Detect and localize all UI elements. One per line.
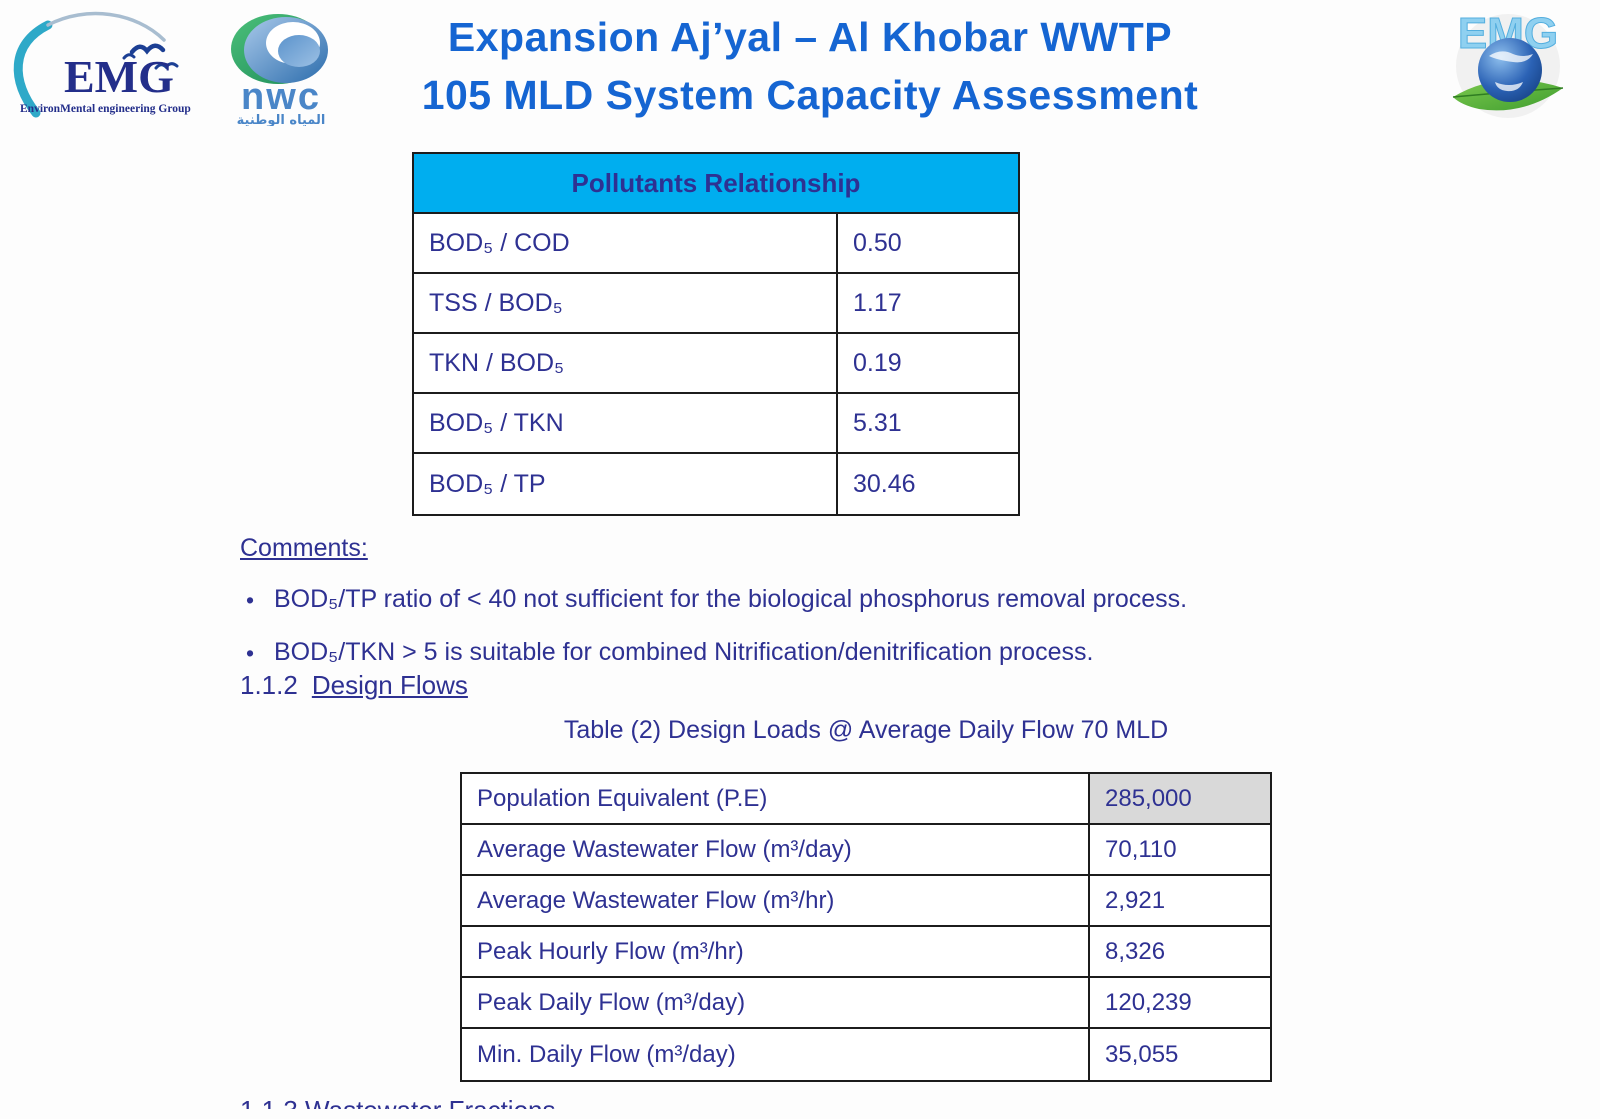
row-value: 8,326 <box>1105 937 1166 965</box>
emg-left-acronym: EMG <box>64 51 174 102</box>
table-row: BOD₅ / TKN 5.31 <box>414 394 1018 454</box>
row-label: Average Wastewater Flow (m³/hr) <box>462 876 1090 925</box>
emg-swoosh-teal-arc <box>13 20 53 118</box>
row-label: TKN / BOD₅ <box>414 334 838 392</box>
row-label: BOD₅ / TP <box>414 454 838 514</box>
row-value: 5.31 <box>853 408 902 437</box>
globe-icon <box>1478 38 1542 102</box>
row-label: Average Wastewater Flow (m³/day) <box>462 825 1090 874</box>
emg-left-tagline: EnvironMental engineering Group <box>20 103 191 115</box>
bird-icon <box>154 62 179 70</box>
row-label: BOD₅ / TKN <box>414 394 838 452</box>
emg-swoosh-gray-arc <box>46 11 166 42</box>
page-title: Expansion Aj’yal – Al Khobar WWTP 105 ML… <box>350 8 1270 124</box>
page-title-line2: 105 MLD System Capacity Assessment <box>421 72 1199 118</box>
table-row: TSS / BOD₅ 1.17 <box>414 274 1018 334</box>
bird-icon <box>129 43 166 55</box>
nwc-logo: nwc المياه الوطنية <box>231 14 328 126</box>
table-row: BOD₅ / COD 0.50 <box>414 214 1018 274</box>
globe-clouds <box>1489 51 1533 92</box>
bird-icon <box>122 53 136 60</box>
table-row: Min. Daily Flow (m³/day) 35,055 <box>462 1029 1270 1080</box>
nwc-ellipse-inner-blue <box>278 35 320 67</box>
table-row: Population Equivalent (P.E) 285,000 <box>462 774 1270 825</box>
row-value: 0.19 <box>853 348 902 377</box>
nwc-arabic-name: المياه الوطنية <box>237 113 326 126</box>
comments-section: Comments: • BOD₅/TP ratio of < 40 not su… <box>240 534 1440 669</box>
table-row: Peak Hourly Flow (m³/hr) 8,326 <box>462 927 1270 978</box>
row-value: 0.50 <box>853 228 902 257</box>
bullet-icon: • <box>246 587 255 613</box>
row-value: 1.17 <box>853 288 902 317</box>
comment-text: BOD₅/TKN > 5 is suitable for combined Ni… <box>274 638 1094 666</box>
table-row: Average Wastewater Flow (m³/hr) 2,921 <box>462 876 1270 927</box>
clipped-next-section-heading: 1.1.3 Wastewater Fractions <box>240 1095 940 1109</box>
emg-left-logo: EMG EnvironMental engineering Group <box>13 11 191 118</box>
row-value: 2,921 <box>1105 886 1166 914</box>
design-loads-table: Population Equivalent (P.E) 285,000 Aver… <box>460 772 1272 1082</box>
row-label: Peak Daily Flow (m³/day) <box>462 978 1090 1027</box>
section-heading: 1.1.2 Design Flows <box>240 670 468 701</box>
page-title-line1: Expansion Aj’yal – Al Khobar WWTP <box>447 14 1173 60</box>
table-row: Peak Daily Flow (m³/day) 120,239 <box>462 978 1270 1029</box>
section-title: Design Flows <box>311 670 468 700</box>
comment-text: BOD₅/TP ratio of < 40 not sufficient for… <box>274 585 1188 613</box>
emg-right-acronym: EMG <box>1458 9 1558 58</box>
pollutants-table-header: Pollutants Relationship <box>414 154 1018 214</box>
comments-heading: Comments: <box>240 534 368 562</box>
row-label: Peak Hourly Flow (m³/hr) <box>462 927 1090 976</box>
row-label: BOD₅ / COD <box>414 214 838 272</box>
comment-bullet-item: • BOD₅/TP ratio of < 40 not sufficient f… <box>240 584 1440 616</box>
section-number: 1.1.2 <box>240 670 298 700</box>
row-label: Min. Daily Flow (m³/day) <box>462 1029 1090 1080</box>
table-row: TKN / BOD₅ 0.19 <box>414 334 1018 394</box>
row-value: 35,055 <box>1105 1040 1179 1068</box>
row-value: 285,000 <box>1090 774 1270 823</box>
pollutants-table: Pollutants Relationship BOD₅ / COD 0.50 … <box>412 152 1020 516</box>
table-row: BOD₅ / TP 30.46 <box>414 454 1018 514</box>
table2-caption: Table (2) Design Loads @ Average Daily F… <box>563 716 1169 744</box>
row-value: 120,239 <box>1105 988 1192 1016</box>
comment-bullet-item: • BOD₅/TKN > 5 is suitable for combined … <box>240 637 1440 669</box>
nwc-acronym: nwc <box>241 76 321 118</box>
row-label: TSS / BOD₅ <box>414 274 838 332</box>
row-value: 30.46 <box>853 469 916 498</box>
emg-right-logo: EMG <box>1452 9 1564 118</box>
table-row: Average Wastewater Flow (m³/day) 70,110 <box>462 825 1270 876</box>
row-label: Population Equivalent (P.E) <box>462 774 1090 823</box>
pollutants-table-title: Pollutants Relationship <box>571 167 861 198</box>
bullet-icon: • <box>246 640 255 666</box>
row-value: 70,110 <box>1105 835 1177 863</box>
